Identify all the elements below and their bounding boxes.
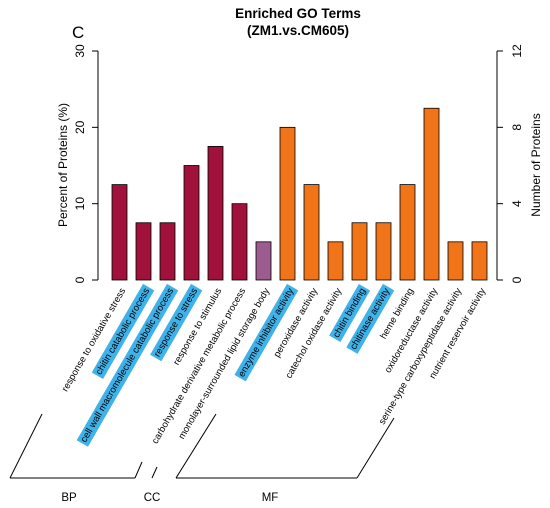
bar: [423, 107, 440, 281]
bracket-line: [9, 413, 43, 479]
bar: [327, 241, 344, 281]
bar: [231, 203, 248, 281]
right-tick-label: 4: [510, 200, 524, 207]
bar: [279, 126, 296, 281]
chart-subtitle: (ZM1.vs.CM605): [247, 23, 349, 38]
category-label-highlight: [91, 283, 155, 380]
left-axis-title: Percent of Proteins (%): [56, 103, 70, 227]
category-label-highlight: [329, 284, 371, 343]
category-label-highlight: [346, 283, 395, 354]
bracket-line: [175, 413, 217, 479]
right-tick-label: 12: [510, 44, 524, 58]
left-tick-label: 30: [73, 44, 87, 58]
bracket-line: [356, 417, 395, 479]
group-label: CC: [144, 492, 161, 504]
group-brackets: BP CC MF: [9, 413, 395, 504]
bar: [183, 165, 200, 281]
bar: [471, 241, 488, 281]
panel-letter: C: [72, 23, 84, 42]
category-label-highlight: [234, 283, 299, 382]
left-axis-ticks: 0 10 20 30: [73, 44, 98, 283]
bar-series: [111, 107, 488, 281]
right-tick-label: 8: [510, 124, 524, 131]
bar: [207, 146, 224, 281]
bar: [135, 222, 152, 281]
left-tick-label: 10: [73, 197, 87, 211]
bar: [159, 222, 176, 281]
right-tick-label: 0: [510, 276, 524, 283]
bar: [351, 222, 368, 281]
bar: [399, 184, 416, 281]
right-axis-title: Number of Proteins: [529, 113, 543, 216]
category-label-highlight: [150, 283, 203, 362]
right-axis-ticks: 0 4 8 12: [497, 44, 524, 283]
bar: [447, 241, 464, 281]
bar: [255, 241, 272, 281]
left-tick-label: 20: [73, 120, 87, 134]
group-label: MF: [262, 492, 279, 504]
category-label-highlight: [76, 283, 179, 447]
group-label: BP: [61, 492, 77, 504]
left-tick-label: 0: [73, 276, 87, 283]
bar: [375, 222, 392, 281]
chart-title: Enriched GO Terms: [235, 6, 361, 21]
bracket-line: [134, 461, 143, 479]
bracket-line: [151, 466, 158, 479]
bar: [111, 184, 128, 281]
bar: [303, 184, 320, 281]
